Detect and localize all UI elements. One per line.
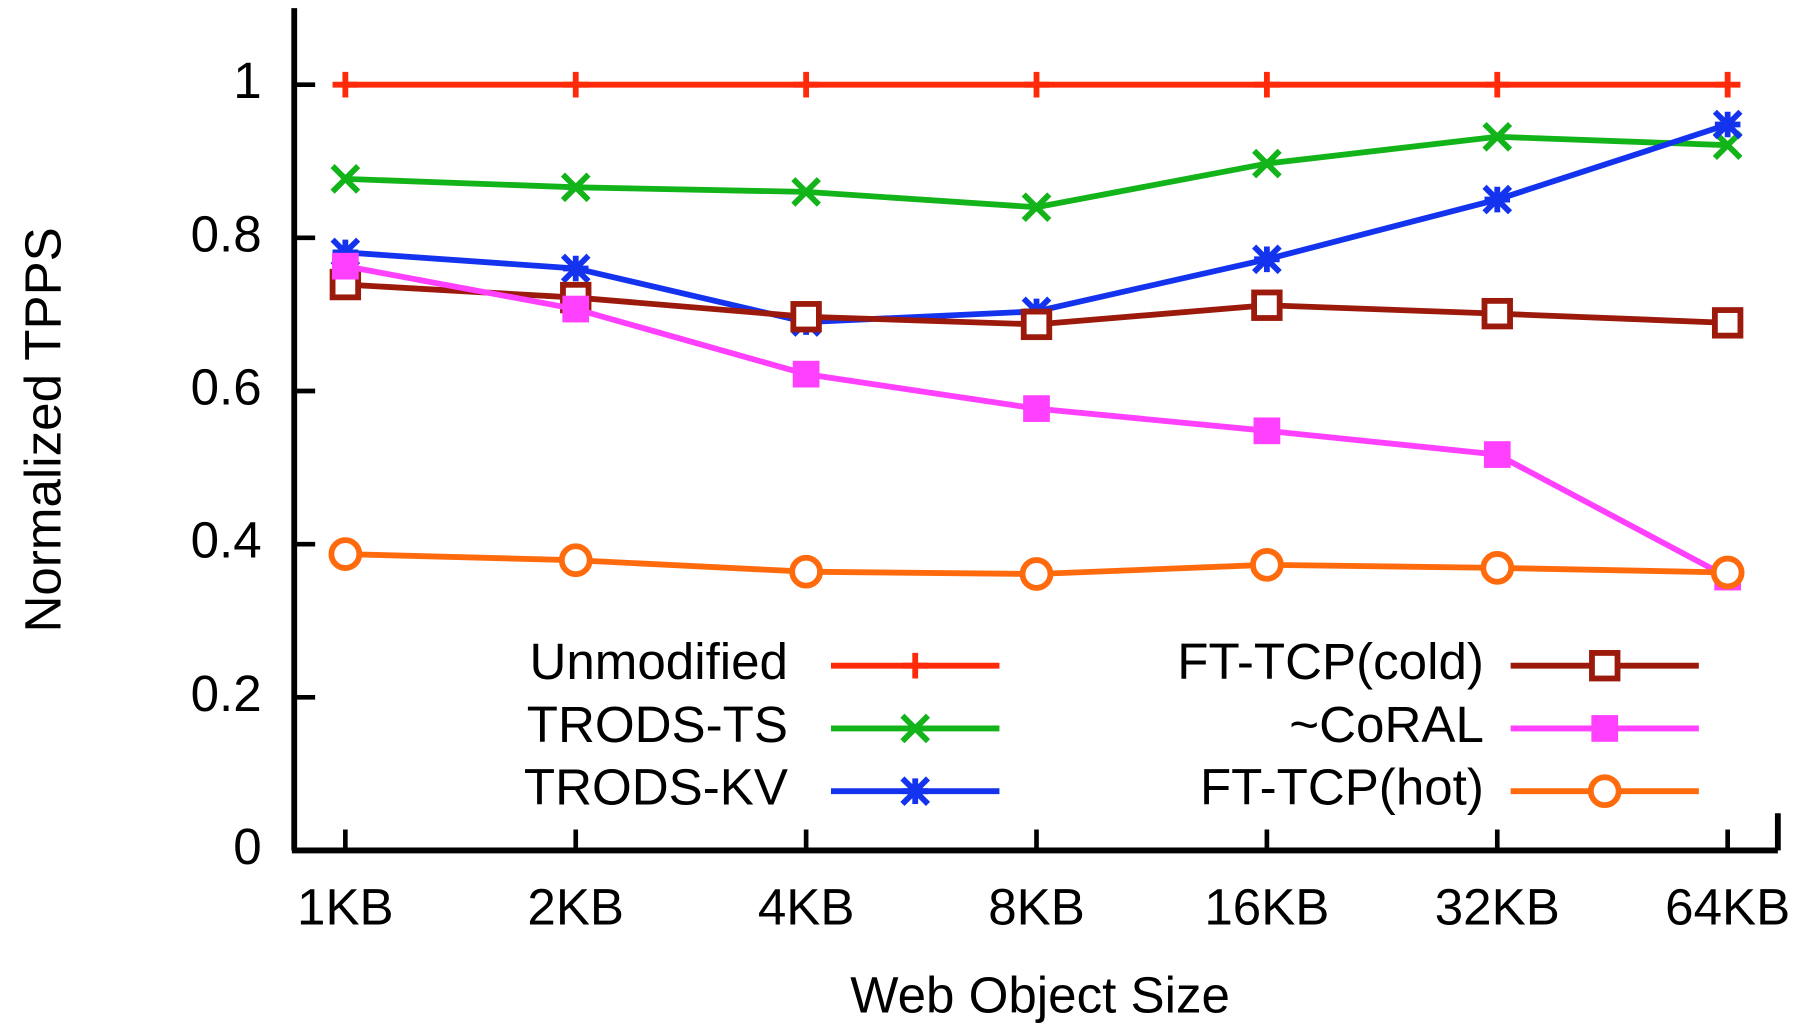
y-tick-label: 0.4 (191, 512, 262, 569)
marker (333, 253, 359, 279)
y-axis-label: Normalized TPPS (14, 227, 71, 632)
marker (563, 256, 589, 282)
x-tick-label: 8KB (988, 878, 1085, 935)
y-tick-label: 0 (233, 818, 261, 875)
marker (1591, 777, 1619, 805)
x-tick-label: 2KB (527, 878, 624, 935)
marker (793, 72, 819, 98)
legend-label: TRODS-TS (527, 696, 788, 753)
x-axis-label: Web Object Size (850, 967, 1230, 1024)
marker (1254, 247, 1280, 273)
marker (792, 558, 820, 586)
marker (902, 778, 928, 804)
page: {"chart_data": { "type": "line", "x_labe… (0, 0, 1813, 1034)
x-tick-label: 64KB (1665, 878, 1790, 935)
marker (1024, 72, 1050, 98)
marker (563, 72, 589, 98)
x-tick-label: 32KB (1435, 878, 1560, 935)
marker (793, 304, 819, 330)
legend-label: Unmodified (529, 633, 788, 690)
marker (1023, 560, 1051, 588)
marker (1592, 653, 1618, 679)
legend-label: FT-TCP(hot) (1200, 759, 1484, 816)
marker (1484, 72, 1510, 98)
x-tick-label: 16KB (1204, 878, 1329, 935)
y-tick-label: 1 (233, 52, 261, 109)
marker (1484, 301, 1510, 327)
marker (1483, 554, 1511, 582)
marker (333, 72, 359, 98)
marker (793, 361, 819, 387)
marker (1592, 716, 1618, 742)
series-line (345, 137, 1727, 207)
marker (1254, 292, 1280, 318)
marker (1715, 112, 1741, 138)
marker (1254, 72, 1280, 98)
y-tick-label: 0.6 (191, 358, 262, 415)
marker (1715, 72, 1741, 98)
x-tick-label: 4KB (758, 878, 855, 935)
marker (1024, 396, 1050, 422)
marker (562, 546, 590, 574)
marker (1715, 310, 1741, 336)
marker (563, 296, 589, 322)
y-tick-label: 0.2 (191, 665, 262, 722)
marker (1714, 559, 1742, 587)
marker (902, 653, 928, 679)
legend-label: ~CoRAL (1289, 696, 1484, 753)
series-line (345, 125, 1727, 323)
legend-label: FT-TCP(cold) (1177, 633, 1484, 690)
marker (1024, 312, 1050, 338)
marker (1254, 418, 1280, 444)
marker (1253, 551, 1281, 579)
x-tick-label: 1KB (297, 878, 394, 935)
legend-label: TRODS-KV (524, 759, 788, 816)
marker (331, 540, 359, 568)
y-tick-label: 0.8 (191, 205, 262, 262)
marker (1484, 442, 1510, 468)
marker (1484, 187, 1510, 213)
chart: Normalized TPPS Web Object Size 0 0.2 0.4 0… (0, 0, 1813, 1034)
